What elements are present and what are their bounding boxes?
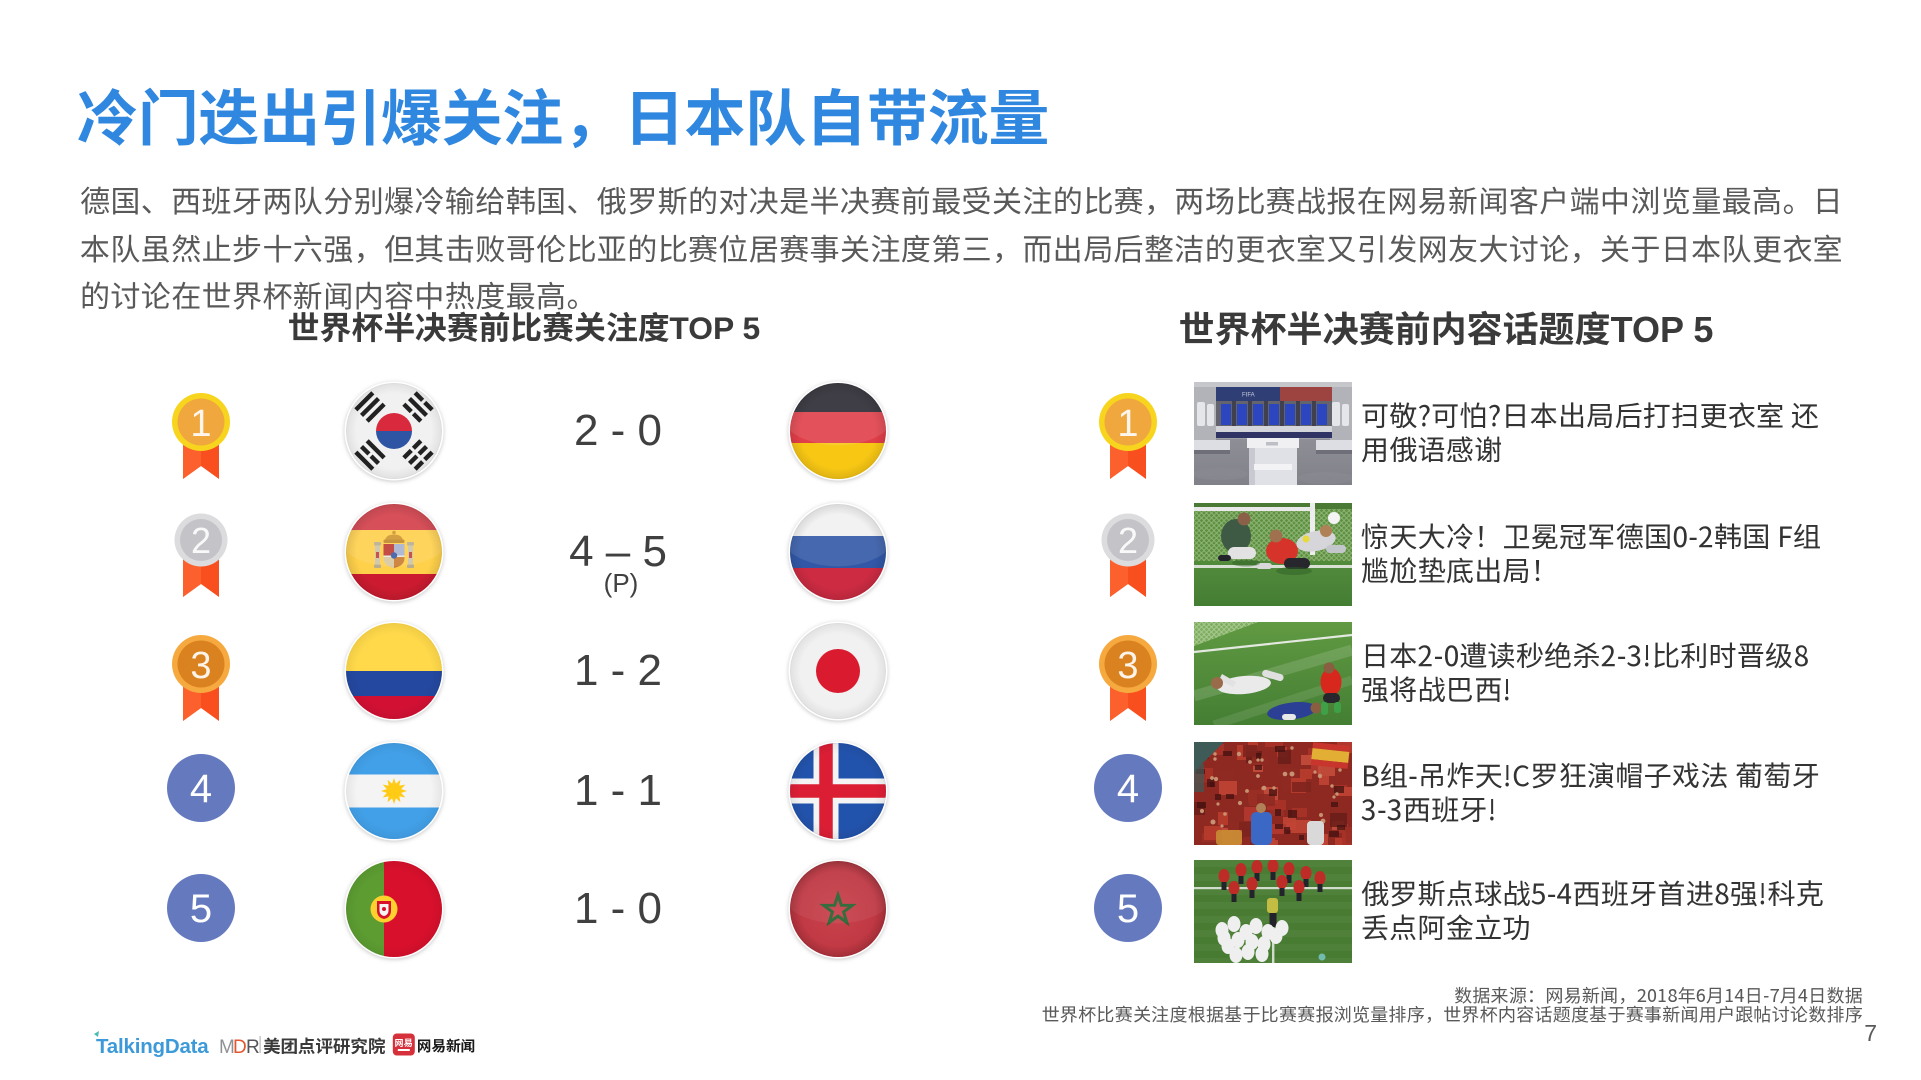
svg-text:网易新闻: 网易新闻 — [417, 1035, 475, 1056]
svg-text:4: 4 — [190, 767, 212, 811]
svg-text:TalkingData: TalkingData — [96, 1035, 209, 1058]
svg-text:3: 3 — [190, 645, 211, 687]
svg-text:美团点评研究院: 美团点评研究院 — [263, 1034, 386, 1059]
svg-text:5: 5 — [190, 887, 212, 931]
svg-text:FIFA: FIFA — [1242, 393, 1255, 399]
svg-text:1: 1 — [190, 403, 211, 445]
svg-text:1: 1 — [1117, 403, 1138, 445]
svg-text:2: 2 — [1118, 520, 1138, 561]
svg-text:R: R — [246, 1037, 259, 1058]
svg-text:D: D — [233, 1037, 246, 1058]
svg-text:M: M — [219, 1037, 234, 1058]
svg-text:4: 4 — [1117, 767, 1139, 811]
svg-text:网易: 网易 — [395, 1036, 413, 1049]
svg-text:2: 2 — [191, 520, 211, 561]
svg-text:3: 3 — [1117, 645, 1138, 687]
svg-text:5: 5 — [1117, 887, 1139, 931]
